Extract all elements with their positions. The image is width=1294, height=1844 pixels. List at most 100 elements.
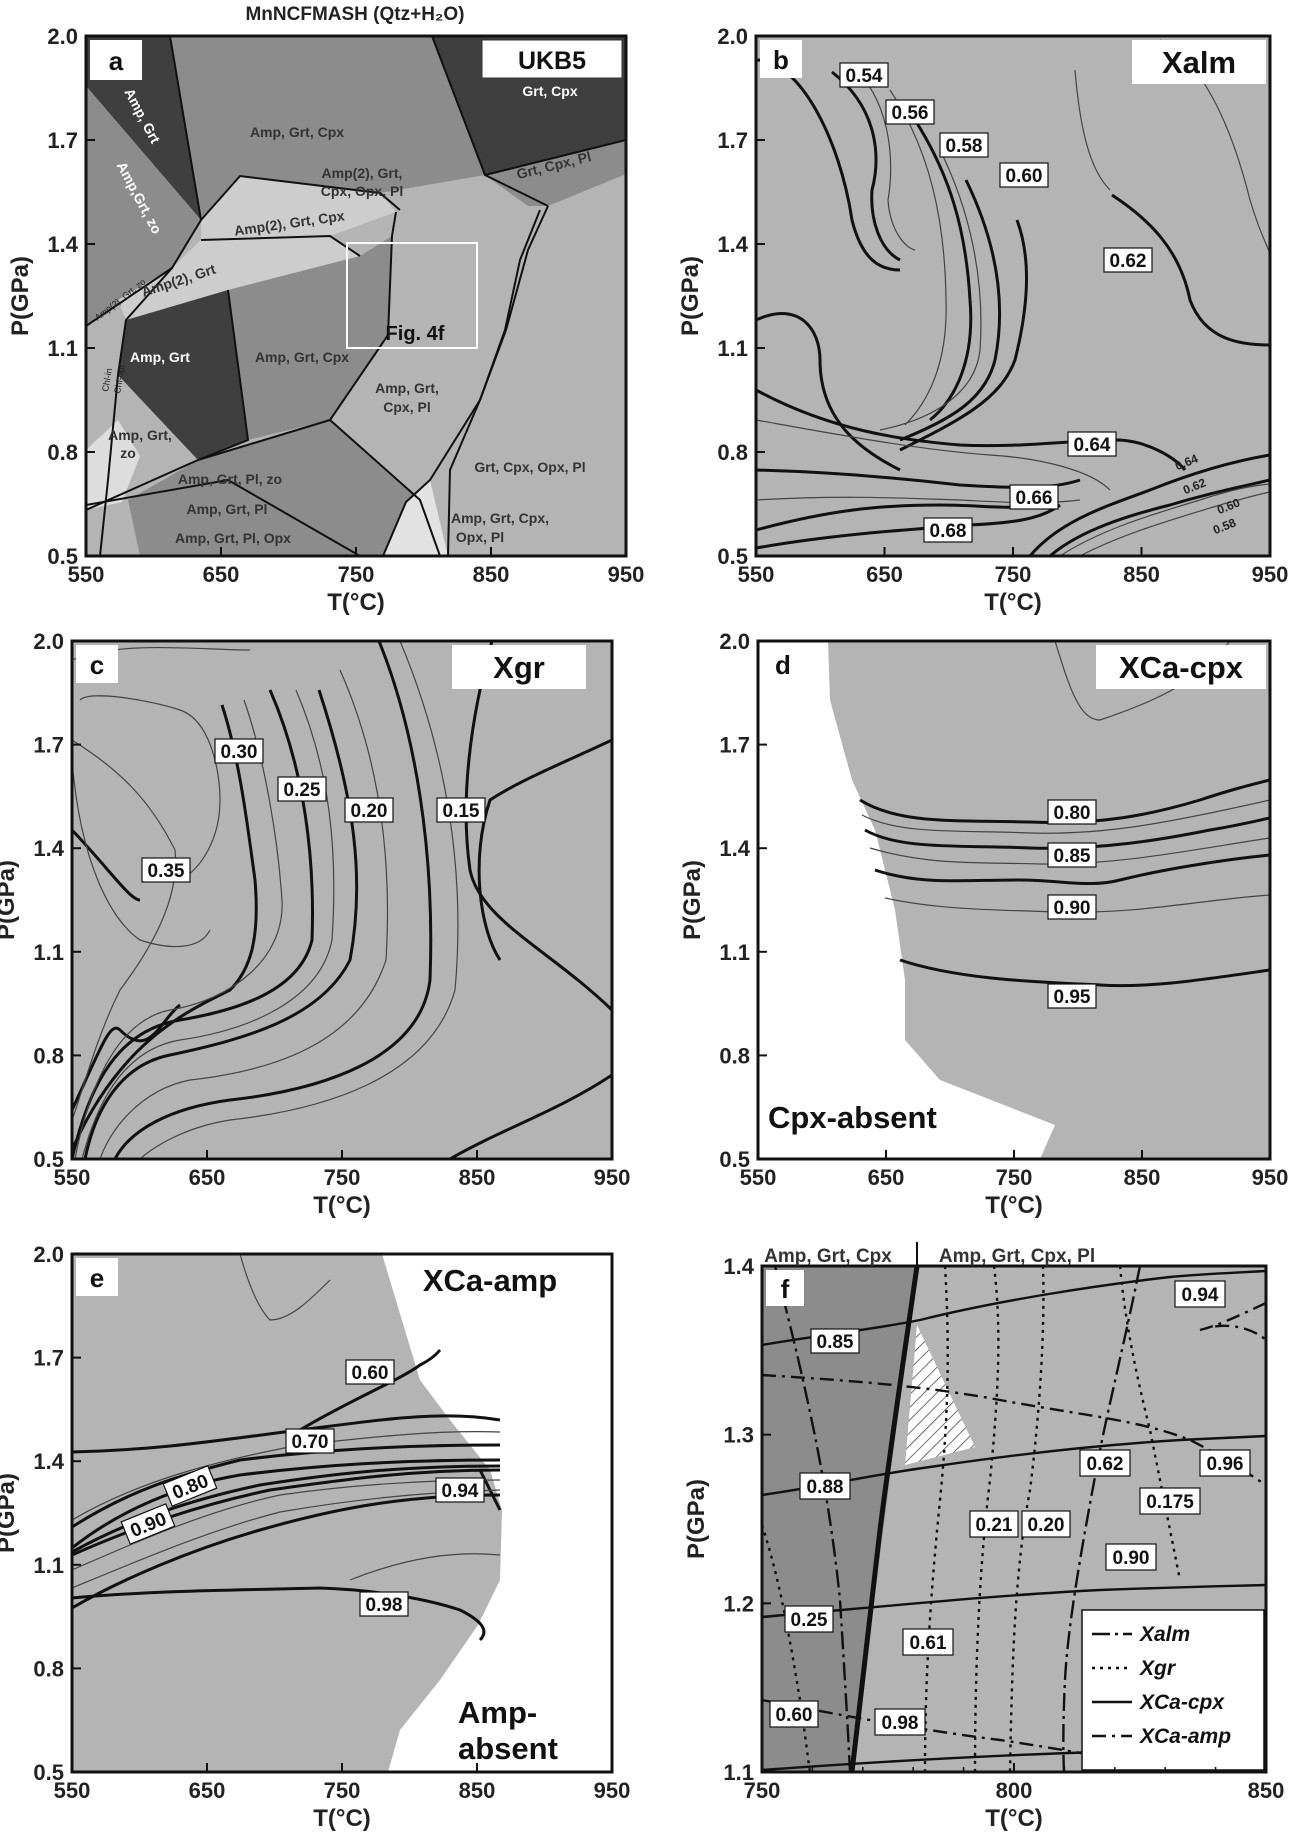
field-amp-grt-cpx-upper <box>170 36 485 220</box>
panel-e-title: XCa-amp <box>423 1263 557 1298</box>
x-axis-label: T(°C) <box>313 1192 371 1219</box>
panel-c: 0.30 0.25 0.20 0.15 0.35 c Xgr <box>70 639 614 1161</box>
contour-label: 0.62 <box>1087 1454 1124 1475</box>
contour-label: 0.30 <box>221 742 258 763</box>
field-label-amp-grt-cpx-opx-pl-1: Amp, Grt, Cpx, <box>451 510 549 526</box>
y-tick-label: 2.0 <box>717 24 748 49</box>
panel-d-tag: d <box>775 650 791 680</box>
field-label-amp-grt-lower: Amp, Grt <box>130 349 190 365</box>
field-amp2-grt-cpx-band <box>201 176 396 240</box>
x-tick-label: 550 <box>740 1165 777 1190</box>
x-tick-label: 950 <box>608 562 645 587</box>
x-axis-label: T(°C) <box>327 589 385 616</box>
inset-label: Fig. 4f <box>386 323 445 345</box>
contour-label: 0.85 <box>1054 846 1091 867</box>
x-tick-label: 850 <box>1123 562 1160 587</box>
contour-label: 0.64 <box>1074 435 1111 456</box>
x-tick-label: 950 <box>594 1778 631 1803</box>
x-tick-label: 750 <box>995 562 1032 587</box>
x-axis-label: T(°C) <box>985 1192 1043 1219</box>
panel-b: 0.54 0.56 0.58 0.60 0.62 0.64 0.66 0.68 … <box>754 34 1272 558</box>
contour-label: 0.95 <box>1054 987 1091 1008</box>
panel-b-tag: b <box>773 45 789 75</box>
field-amp2-grt-band <box>118 236 360 320</box>
y-tick-label: 0.5 <box>47 544 78 569</box>
y-tick-label: 1.3 <box>723 1423 754 1448</box>
field-amp-grt-lower <box>118 290 248 460</box>
hatched-overlap-region <box>905 1325 975 1465</box>
field-label-amp-grt-cpx-opx-pl-2: Opx, Pl <box>456 529 504 545</box>
contour-label: 0.60 <box>776 1705 813 1726</box>
contour-label: 0.60 <box>352 1363 389 1384</box>
contour-label: 0.88 <box>807 1477 844 1498</box>
x-tick-label: 550 <box>68 562 105 587</box>
contour-label: 0.20 <box>351 801 388 822</box>
x-tick-label: 850 <box>1248 1778 1285 1803</box>
contour-label: 0.98 <box>366 1595 403 1616</box>
y-tick-label: 1.1 <box>33 1553 64 1578</box>
y-tick-label: 1.4 <box>33 836 64 861</box>
x-tick-label: 750 <box>324 1165 361 1190</box>
contour-label: 0.21 <box>976 1515 1013 1536</box>
panel-e: 0.60 0.70 0.80 0.90 0.94 0.98 Amp- absen… <box>70 1252 614 1774</box>
legend-xca-cpx: XCa-cpx <box>1139 1691 1225 1714</box>
x-tick-label: 850 <box>459 1165 496 1190</box>
panel-b-title: Xalm <box>1162 45 1236 80</box>
contour-label: 0.90 <box>1054 898 1091 919</box>
contour-label: 0.35 <box>148 861 185 882</box>
contour-label: 0.90 <box>1113 1548 1150 1569</box>
x-tick-label: 850 <box>473 562 510 587</box>
contour-label: 0.94 <box>1182 1285 1219 1306</box>
y-axis-label: P(GPa) <box>7 256 34 336</box>
y-tick-label: 1.4 <box>723 1254 754 1279</box>
x-tick-label: 750 <box>338 562 375 587</box>
x-tick-label: 750 <box>324 1778 361 1803</box>
field-grt-cpx-pl <box>485 140 626 206</box>
field-label-amp-grt-pl: Amp, Grt, Pl <box>187 501 268 517</box>
cpx-absent-label: Cpx-absent <box>768 1100 937 1135</box>
x-tick-label: 950 <box>594 1165 631 1190</box>
contour-label: 0.54 <box>846 66 883 87</box>
y-axis-label: P(GPa) <box>683 1479 710 1559</box>
contour-label: 0.80 <box>1054 803 1091 824</box>
contour-label: 0.98 <box>882 1713 919 1734</box>
contour-label: 0.62 <box>1110 251 1147 272</box>
x-tick-label: 650 <box>189 1165 226 1190</box>
field-label-grt-cpx-opx-pl: Grt, Cpx, Opx, Pl <box>474 459 585 475</box>
contour-label: 0.70 <box>292 1432 329 1453</box>
x-axis-label: T(°C) <box>313 1805 371 1832</box>
x-axis-label: T(°C) <box>985 1805 1043 1832</box>
x-tick-label: 650 <box>203 562 240 587</box>
x-tick-label: 850 <box>459 1778 496 1803</box>
contour-label: 0.60 <box>1006 166 1043 187</box>
y-tick-label: 0.8 <box>33 1656 64 1681</box>
y-tick-label: 0.8 <box>719 1043 750 1068</box>
x-tick-label: 750 <box>996 1165 1033 1190</box>
y-tick-label: 1.1 <box>33 940 64 965</box>
y-tick-label: 0.8 <box>717 440 748 465</box>
x-tick-label: 550 <box>54 1165 91 1190</box>
y-tick-label: 1.7 <box>47 128 78 153</box>
y-tick-label: 1.4 <box>47 232 78 257</box>
contour-label: 0.56 <box>892 103 929 124</box>
field-label-amp-grt-zo-lower-2: zo <box>120 445 136 461</box>
field-label-amp2-grt-cpx-opx-pl-2: Cpx, Opx, Pl <box>321 183 403 199</box>
contour-label: 0.20 <box>1028 1515 1065 1536</box>
field-pale-wedge <box>86 420 140 510</box>
field-label-amp-grt-cpx-pl-1: Amp, Grt, <box>375 380 439 396</box>
y-tick-label: 1.4 <box>719 836 750 861</box>
y-tick-label: 1.1 <box>47 336 78 361</box>
x-tick-label: 950 <box>1252 1165 1289 1190</box>
y-axis-label: P(GPa) <box>0 1473 20 1553</box>
field-label-amp-grt-cpx-upper: Amp, Grt, Cpx <box>250 124 344 140</box>
inset-box-fig-4f <box>346 242 478 349</box>
y-tick-label: 1.7 <box>33 733 64 758</box>
field-label-amp-grt-pl-zo: Amp, Grt, Pl, zo <box>178 471 282 487</box>
panel-a: Fig. 4f Amp, Grt Amp,Grt, zo Amp, Grt, C… <box>84 34 628 558</box>
contour-label: 0.66 <box>1016 488 1053 509</box>
x-tick-label: 650 <box>866 562 903 587</box>
field-label-amp-grt-pl-opx: Amp, Grt, Pl, Opx <box>175 530 291 546</box>
y-tick-label: 1.2 <box>723 1591 754 1616</box>
amp-absent-label-line-2: absent <box>458 1731 558 1766</box>
